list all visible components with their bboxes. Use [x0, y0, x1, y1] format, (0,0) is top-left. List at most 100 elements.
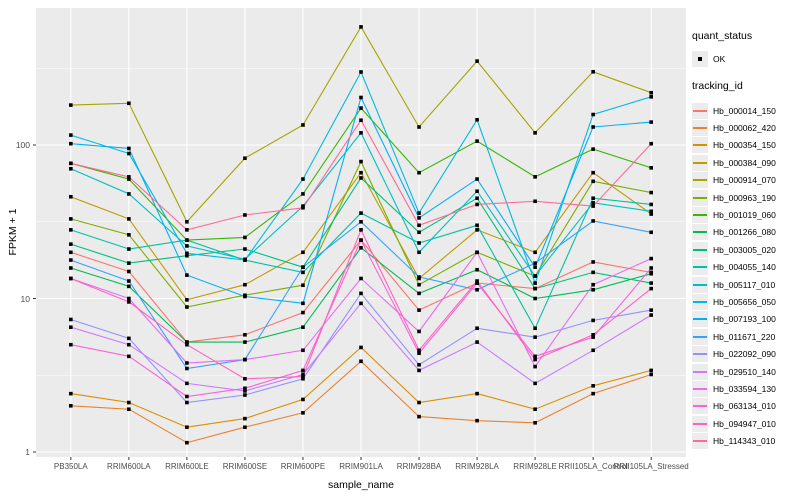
legend-item: Hb_000384_090	[692, 154, 798, 171]
legend-item: Hb_000014_150	[692, 102, 798, 119]
data-point	[301, 192, 305, 196]
data-point	[185, 342, 189, 347]
data-point	[185, 366, 189, 371]
data-point	[359, 228, 363, 232]
data-point	[417, 291, 421, 296]
data-point	[185, 219, 189, 224]
data-point	[649, 209, 653, 214]
series-color-line	[693, 387, 707, 390]
data-point	[185, 440, 189, 445]
data-point	[591, 219, 595, 223]
series-color-line	[693, 214, 707, 217]
data-point	[417, 329, 421, 334]
data-point	[649, 271, 653, 276]
data-point	[533, 296, 537, 301]
data-point	[359, 211, 363, 215]
legend-item-label: Hb_063134_010	[713, 401, 776, 412]
data-point	[533, 281, 537, 285]
data-point	[185, 251, 189, 256]
data-point	[591, 335, 595, 339]
legend-item-label: Hb_029510_140	[713, 366, 776, 377]
data-point	[475, 326, 479, 331]
series-color-line	[693, 405, 707, 408]
data-point	[127, 101, 131, 106]
data-point	[69, 161, 73, 166]
data-point	[649, 95, 653, 99]
data-point	[301, 325, 305, 330]
legend-item-label: Hb_000384_090	[713, 157, 776, 168]
data-point	[649, 120, 653, 124]
data-point	[359, 276, 363, 281]
legend-key	[692, 137, 708, 154]
data-point	[533, 175, 537, 179]
data-point	[301, 376, 305, 381]
point-symbol-key	[692, 51, 708, 67]
legend-item-label: Hb_000354_150	[713, 140, 776, 151]
data-point	[359, 159, 363, 164]
data-point	[475, 340, 479, 344]
legend-key	[692, 241, 708, 258]
legend-key	[692, 293, 708, 310]
data-point	[301, 368, 305, 373]
data-point	[649, 212, 653, 216]
data-point	[417, 170, 421, 175]
series-color-line	[693, 440, 707, 443]
data-point	[127, 261, 131, 265]
data-point	[69, 342, 73, 347]
data-point	[127, 247, 131, 251]
data-point	[359, 170, 363, 175]
data-point	[185, 340, 189, 344]
data-point	[127, 284, 131, 289]
legend-item-label: Hb_000963_190	[713, 192, 776, 203]
series-color-line	[693, 109, 707, 112]
legend-key	[692, 102, 708, 119]
data-point	[649, 266, 653, 270]
legend-item: Hb_003005_020	[692, 241, 798, 258]
data-point	[417, 308, 421, 312]
data-point	[649, 368, 653, 373]
data-point	[649, 372, 653, 377]
data-point	[69, 103, 73, 107]
data-point	[127, 217, 131, 221]
data-point	[533, 199, 537, 204]
legend-key	[692, 328, 708, 345]
data-point	[69, 403, 73, 408]
data-point	[533, 286, 537, 291]
data-point	[69, 194, 73, 199]
data-point	[591, 204, 595, 208]
data-point	[417, 223, 421, 228]
legend-key	[692, 224, 708, 241]
data-point	[591, 391, 595, 396]
legend-item-label: Hb_001266_080	[713, 227, 776, 238]
legend-quant-status-title: quant_status	[692, 30, 753, 42]
data-point	[243, 282, 247, 287]
data-point	[127, 146, 131, 151]
data-point	[649, 190, 653, 195]
data-point	[533, 274, 537, 278]
data-point	[243, 333, 247, 337]
data-point	[185, 244, 189, 248]
data-point	[301, 301, 305, 306]
data-point	[185, 228, 189, 232]
series-color-line	[693, 318, 707, 321]
data-point	[533, 335, 537, 339]
series-color-line	[693, 266, 707, 269]
data-point	[243, 213, 247, 217]
data-point	[533, 354, 537, 359]
data-point	[417, 211, 421, 215]
series-color-line	[693, 248, 707, 251]
data-point	[69, 266, 73, 270]
legend-key	[692, 398, 708, 415]
data-point	[69, 166, 73, 171]
data-point	[301, 374, 305, 379]
series-color-line	[693, 370, 707, 373]
data-point	[359, 106, 363, 110]
data-point	[301, 411, 305, 415]
legend-item-label: Hb_005656_050	[713, 296, 776, 307]
data-point	[243, 389, 247, 393]
legend-item-label: Hb_003005_020	[713, 244, 776, 255]
data-point	[649, 90, 653, 95]
legend-item: Hb_007193_100	[692, 311, 798, 328]
legend-tracking-id-title: tracking_id	[692, 80, 743, 92]
